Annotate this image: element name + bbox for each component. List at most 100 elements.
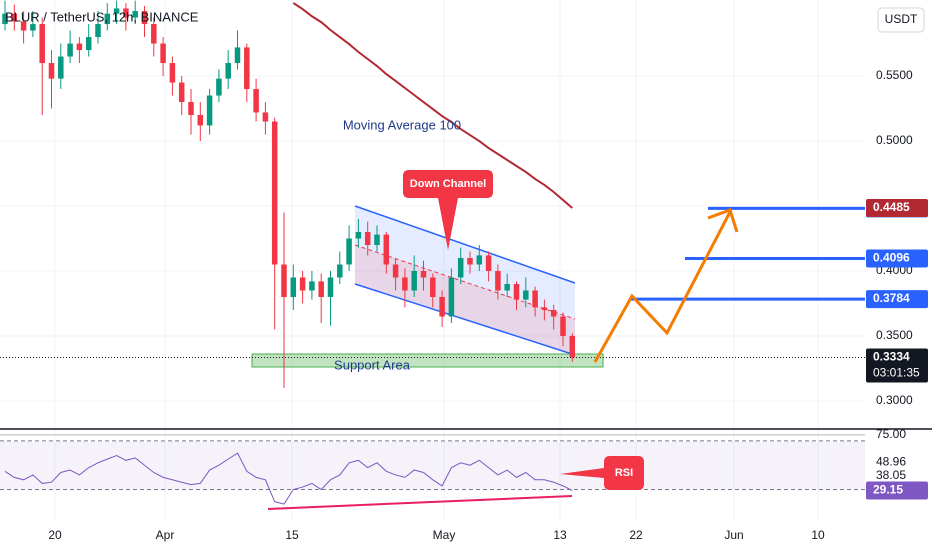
candle-body [197, 115, 204, 126]
countdown: 03:01:35 [873, 366, 920, 380]
marks [0, 0, 865, 505]
candle-body [39, 24, 45, 64]
projection [593, 211, 732, 363]
candle-body [504, 283, 510, 291]
candle-body [392, 264, 399, 278]
candle-body [569, 335, 576, 358]
last-price-box [866, 348, 928, 383]
rsi-value-label: 38.05 [876, 468, 906, 482]
rsi-band [0, 440, 865, 490]
candle-body [225, 63, 231, 79]
x-tick-label: 13 [553, 528, 567, 542]
candle-body [2, 13, 8, 25]
currency: USDT [885, 12, 918, 26]
candle-body [11, 13, 18, 22]
rsi-line [4, 452, 573, 505]
level-box [866, 290, 928, 309]
x-tick-label: Jun [724, 528, 743, 542]
currency-box [877, 7, 925, 33]
candle-body [113, 8, 120, 14]
candle-body [132, 11, 138, 18]
candle-body [299, 277, 306, 291]
candle-body [364, 232, 371, 245]
candle-body [402, 277, 408, 291]
rsi-tick-label: 75.00 [876, 427, 906, 441]
candle-body [337, 264, 343, 278]
candle-body [141, 11, 148, 25]
candle-body [383, 234, 390, 265]
y-tick-label: 0.5000 [876, 133, 913, 147]
channel-lower-fill [355, 245, 575, 355]
y-tick-label: 0.3500 [876, 328, 913, 342]
rsi-callout [560, 456, 644, 490]
channel-bottom [354, 283, 576, 356]
candle-body [271, 121, 278, 265]
candle-body [290, 277, 297, 297]
candle-body [430, 277, 436, 297]
x-tick-label: 20 [48, 528, 62, 542]
candle-body [216, 78, 222, 96]
channel-mid [354, 244, 576, 320]
rsi-last-box [866, 481, 928, 500]
candle-body [104, 13, 111, 25]
candle-body [234, 47, 241, 64]
candle-body [467, 257, 473, 265]
channel-label: Down Channel [410, 178, 486, 190]
candle-body [309, 281, 315, 291]
rsi-value-label: 48.96 [876, 455, 906, 469]
rsi-callout-label: RSI [615, 467, 633, 479]
candle-body [151, 24, 157, 44]
candle-body [374, 234, 380, 245]
channel-fill [355, 206, 575, 355]
candle-body [476, 255, 483, 265]
y-tick-label: 0.5500 [876, 68, 913, 82]
candle-body [58, 56, 64, 79]
last-price-label: 0.3334 [873, 350, 910, 364]
ma-last-box [866, 198, 928, 217]
chart-title: BLUR / TetherUS, 12h, BINANCE [5, 9, 199, 24]
candle-body [457, 257, 464, 278]
channel-top [354, 205, 576, 284]
candle-body [513, 283, 520, 300]
ma-label: Moving Average 100 [343, 117, 461, 132]
x-tick-label: Apr [156, 528, 175, 542]
candle-body [206, 95, 213, 126]
candle-body [244, 47, 250, 90]
candle-body [541, 307, 548, 310]
y-tick-label: 0.3000 [876, 393, 913, 407]
candle-body [262, 112, 269, 122]
candle-body [532, 290, 538, 308]
candle-body [30, 24, 36, 31]
x-tick-label: 22 [629, 528, 643, 542]
candle-body [95, 24, 101, 38]
support-area [251, 353, 604, 368]
candle-body [495, 270, 501, 291]
level-label: 0.4096 [873, 251, 910, 265]
candle-body [550, 309, 557, 317]
candle-body [160, 43, 166, 64]
candle-body [85, 37, 92, 51]
candle-body [355, 232, 362, 239]
level-box [866, 249, 928, 268]
moving-average [292, 2, 573, 209]
candle-body [188, 102, 194, 116]
candle-body [253, 89, 259, 113]
candle-body [411, 270, 417, 291]
candle-body [67, 43, 73, 57]
rsi-last-label: 29.15 [873, 483, 903, 497]
candle-body [76, 43, 83, 51]
candle-body [485, 255, 492, 271]
candle-body [281, 264, 287, 297]
channel-callout [403, 170, 493, 250]
x-tick-label: 10 [811, 528, 825, 542]
candle-body [346, 238, 352, 265]
candle-body [420, 270, 427, 278]
candle-body [523, 290, 529, 300]
candle-body [560, 316, 566, 336]
x-tick-label: May [433, 528, 456, 542]
x-tick-label: 15 [285, 528, 299, 542]
candle-body [448, 277, 455, 317]
candle-body [318, 281, 324, 297]
